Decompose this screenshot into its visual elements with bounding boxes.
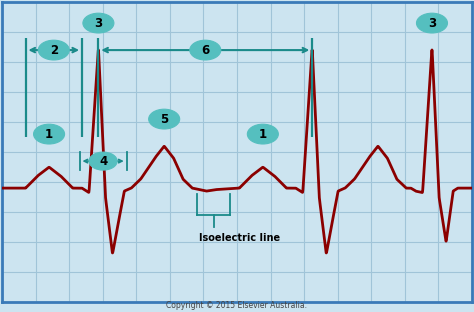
- Circle shape: [247, 124, 278, 144]
- Text: 2: 2: [50, 44, 58, 56]
- Text: 1: 1: [259, 128, 267, 141]
- Text: Copyright © 2015 Elsevier Australia.: Copyright © 2015 Elsevier Australia.: [166, 301, 308, 310]
- Circle shape: [38, 40, 69, 60]
- Text: 6: 6: [201, 44, 210, 56]
- Circle shape: [89, 152, 117, 170]
- Text: Isoelectric line: Isoelectric line: [200, 233, 281, 243]
- Circle shape: [34, 124, 64, 144]
- Circle shape: [190, 40, 221, 60]
- Text: 4: 4: [99, 155, 107, 168]
- Circle shape: [417, 13, 447, 33]
- Text: 1: 1: [45, 128, 53, 141]
- Text: 3: 3: [428, 17, 436, 30]
- Circle shape: [83, 13, 114, 33]
- Text: 3: 3: [94, 17, 102, 30]
- Circle shape: [149, 109, 180, 129]
- Text: 5: 5: [160, 113, 168, 126]
